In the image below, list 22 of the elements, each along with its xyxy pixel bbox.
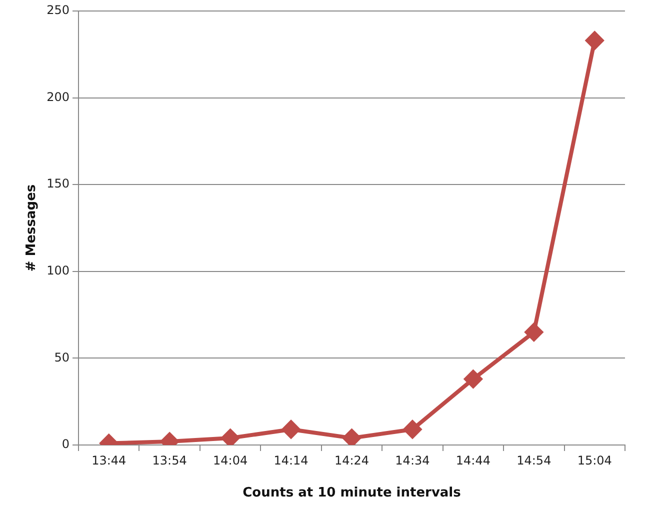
point xyxy=(586,32,604,50)
point xyxy=(464,370,482,388)
y-tick-label: 250 xyxy=(46,3,70,18)
x-axis-title: Counts at 10 minute intervals xyxy=(242,486,462,501)
y-tick-label: 100 xyxy=(46,264,70,278)
x-tick-label: 14:24 xyxy=(334,453,370,468)
y-tick-label: 200 xyxy=(46,90,70,104)
y-axis-title: # Messages xyxy=(24,184,40,272)
x-tick-label: 14:04 xyxy=(213,453,248,468)
point xyxy=(282,420,300,438)
x-tick-label: 14:44 xyxy=(456,453,490,468)
x-tick-label: 13:44 xyxy=(92,453,126,468)
y-tick-label: 150 xyxy=(46,176,70,191)
point xyxy=(403,420,422,438)
x-tick-label: 14:54 xyxy=(516,453,552,468)
x-tick-label: 14:14 xyxy=(274,453,308,468)
x-tick-label: 14:34 xyxy=(395,453,430,468)
x-tick-label: 13:54 xyxy=(152,453,187,468)
y-tick-label: 50 xyxy=(54,350,70,364)
x-tick-label: 15:04 xyxy=(577,453,612,468)
y-tick-label: 0 xyxy=(62,437,70,452)
point xyxy=(524,323,543,342)
